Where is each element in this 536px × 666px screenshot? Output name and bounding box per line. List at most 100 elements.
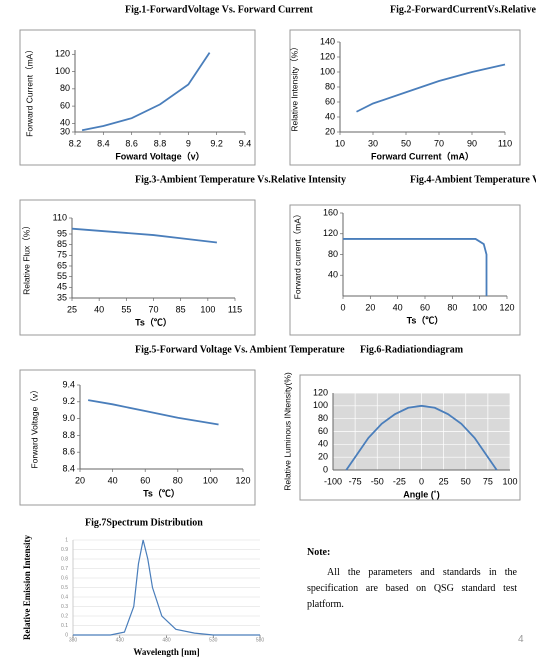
y-tick-label: 80: [318, 413, 328, 423]
x-tick-label: 20: [75, 475, 85, 485]
x-tick-label: 100: [203, 475, 218, 485]
y-tick-label: 120: [313, 387, 328, 397]
x-tick-label: 10: [335, 138, 345, 148]
y-tick-label: 0: [323, 464, 328, 474]
figure-title: Fig.5-Forward Voltage Vs. Ambient Temper…: [135, 344, 345, 355]
data-line: [345, 404, 498, 471]
data-line: [73, 539, 260, 636]
y-axis-label: Relative Luminous INtensity(%): [282, 372, 292, 491]
y-tick-label: 0.4: [61, 594, 68, 600]
figure-title: Fig.6-Radiationdiagram: [360, 344, 464, 355]
x-tick-label: 8.4: [97, 138, 110, 148]
x-axis-label: Ts（℃）: [143, 488, 180, 498]
y-tick-label: 0: [65, 632, 68, 638]
x-tick-label: 25: [67, 304, 77, 314]
x-tick-label: 120: [499, 302, 514, 312]
y-tick-label: 8.4: [62, 463, 75, 473]
note-text: All the parameters and standards in the …: [307, 567, 517, 610]
y-tick-label: 30: [60, 126, 70, 136]
x-tick-label: -100: [324, 476, 342, 486]
y-tick-label: 120: [323, 228, 338, 238]
y-tick-label: 160: [323, 207, 338, 217]
x-axis-label: Wavelength [nm]: [133, 647, 199, 657]
y-tick-label: 40: [318, 439, 328, 449]
y-tick-label: 120: [320, 51, 335, 61]
x-axis-label: Forward Current（mA）: [371, 151, 474, 161]
x-tick-label: 75: [483, 476, 493, 486]
data-line: [71, 227, 217, 244]
figure-title: Fig.7Spectrum Distribution: [85, 517, 203, 528]
x-tick-label: 100: [502, 476, 517, 486]
y-tick-label: 1: [65, 537, 68, 543]
figure-title: Fig.1-ForwardVoltage Vs. Forward Current: [125, 4, 314, 15]
x-tick-label: 115: [228, 304, 242, 314]
x-tick-label: 9.2: [210, 138, 223, 148]
x-tick-label: 110: [498, 138, 512, 148]
x-tick-label: 0: [419, 476, 424, 486]
x-tick-label: 120: [235, 475, 250, 485]
data-line: [87, 399, 219, 426]
y-tick-label: 100: [313, 400, 328, 410]
y-tick-label: 0.6: [61, 575, 68, 581]
x-tick-label: 80: [173, 475, 183, 485]
y-tick-label: 100: [55, 66, 70, 76]
y-tick-label: 9.0: [62, 413, 75, 423]
y-tick-label: 75: [57, 250, 67, 260]
y-tick-label: 40: [328, 270, 338, 280]
y-tick-label: 100: [320, 66, 335, 76]
x-tick-label: 70: [434, 138, 444, 148]
x-tick-label: 25: [439, 476, 449, 486]
y-tick-label: 60: [318, 426, 328, 436]
y-tick-label: 0.3: [61, 604, 68, 610]
x-tick-label: 50: [401, 138, 411, 148]
note-title: Note:: [307, 547, 331, 558]
x-tick-label: 60: [140, 475, 150, 485]
x-tick-label: 8.2: [69, 138, 82, 148]
y-tick-label: 0.9: [61, 547, 68, 553]
x-axis-label: Ts（℃）: [407, 315, 444, 325]
y-axis-label: Relative Flux（%）: [21, 221, 31, 295]
x-tick-label: 80: [447, 302, 457, 312]
y-axis-label: Forward Voltage（v）: [29, 385, 39, 468]
y-tick-label: 80: [60, 83, 70, 93]
y-tick-label: 8.6: [62, 447, 75, 457]
x-tick-label: 380: [69, 637, 78, 643]
figure-frame: [19, 199, 256, 336]
y-tick-label: 140: [320, 36, 335, 46]
figure-frame: [299, 374, 521, 501]
x-tick-label: 8.8: [154, 138, 167, 148]
x-tick-label: 85: [176, 304, 186, 314]
data-line: [356, 63, 506, 113]
y-tick-label: 9.2: [62, 396, 75, 406]
x-tick-label: 480: [162, 637, 171, 643]
y-tick-label: 35: [57, 292, 67, 302]
x-tick-label: 580: [256, 637, 265, 643]
x-tick-label: 530: [209, 637, 218, 643]
y-tick-label: 60: [60, 100, 70, 110]
x-tick-label: 430: [116, 637, 125, 643]
x-tick-label: 30: [368, 138, 378, 148]
y-tick-label: 45: [57, 282, 67, 292]
x-tick-label: 60: [420, 302, 430, 312]
x-tick-label: 20: [365, 302, 375, 312]
y-tick-label: 0.7: [61, 566, 68, 572]
y-tick-label: 20: [325, 126, 335, 136]
x-tick-label: -75: [349, 476, 362, 486]
figure-title: Fig.3-Ambient Temperature Vs.Relative In…: [135, 174, 346, 185]
y-tick-label: 9.4: [62, 379, 75, 389]
y-axis-label: Relative Emission Intensity: [22, 535, 32, 641]
x-tick-label: 40: [108, 475, 118, 485]
y-tick-label: 80: [328, 249, 338, 259]
y-axis-label: Forward Current（mA）: [24, 45, 34, 137]
y-tick-label: 110: [53, 212, 67, 222]
y-tick-label: 60: [325, 96, 335, 106]
x-tick-label: 9.4: [239, 138, 252, 148]
figure-frame: [19, 29, 256, 166]
x-tick-label: -50: [371, 476, 384, 486]
x-tick-label: 9: [186, 138, 191, 148]
x-axis-label: Ts（℃）: [135, 317, 172, 327]
y-tick-label: 55: [57, 271, 67, 281]
data-line: [81, 52, 211, 132]
